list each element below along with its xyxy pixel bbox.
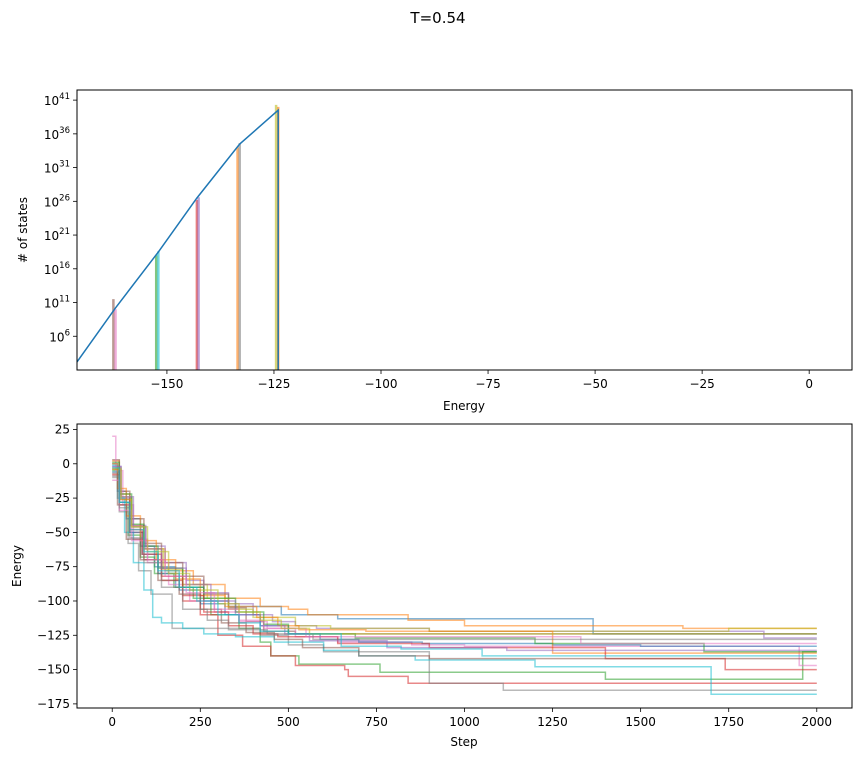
density-xtick-label: −75 (475, 377, 500, 391)
density-ytick-exponent: 21 (59, 227, 70, 237)
trajectory-ytick-label: −100 (37, 594, 70, 608)
density-plot-xlabel: Energy (443, 399, 485, 413)
density-ytick-base: 10 (44, 128, 59, 142)
density-curve (77, 108, 279, 370)
figure-suptitle: T=0.54 (409, 9, 465, 27)
density-plot-ylabel: # of states (16, 197, 30, 263)
trajectory-plot-ylabel: Energy (10, 545, 24, 587)
density-ytick-exponent: 16 (59, 261, 70, 271)
trajectory-xtick-label: 250 (189, 715, 212, 729)
trajectory-line-12 (112, 463, 817, 654)
density-ytick-base: 10 (44, 263, 59, 277)
density-ytick-label: 1041 (44, 92, 70, 108)
density-ytick-base: 10 (44, 297, 59, 311)
density-ytick-base: 10 (44, 195, 59, 209)
density-ytick-exponent: 11 (59, 295, 70, 305)
density-of-states-plot: −150 −125 −100 −75 −50 −25 0 10610111016102110… (16, 89, 853, 413)
density-xtick-label: −150 (150, 377, 183, 391)
density-xtick-label: −125 (257, 377, 290, 391)
trajectory-xtick-label: 0 (108, 715, 116, 729)
trajectory-ytick-label: −150 (37, 663, 70, 677)
trajectory-xtick-label: 750 (365, 715, 388, 729)
density-ytick-label: 1021 (44, 227, 70, 243)
trajectory-ytick-label: −175 (37, 697, 70, 711)
trajectory-xtick-label: 1250 (537, 715, 568, 729)
trajectory-ytick-label: −25 (45, 491, 70, 505)
density-ytick-label: 1016 (44, 261, 70, 277)
density-ytick-base: 10 (44, 94, 59, 108)
trajectory-plot-xlabel: Step (450, 735, 477, 749)
trajectory-line-10 (112, 464, 817, 696)
trajectory-ytick-label: −75 (45, 560, 70, 574)
trajectory-line-20 (112, 467, 817, 657)
density-ytick-label: 1031 (44, 160, 70, 176)
trajectory-xtick-label: 1750 (713, 715, 744, 729)
density-ytick-exponent: 36 (59, 126, 70, 136)
trajectory-xtick-label: 2000 (801, 715, 832, 729)
density-xtick-label: −50 (582, 377, 607, 391)
trajectory-xtick-label: 500 (277, 715, 300, 729)
density-ytick-base: 10 (49, 330, 64, 344)
density-ytick-exponent: 41 (59, 92, 70, 102)
trajectory-ytick-label: 25 (55, 422, 70, 436)
trajectory-line-8 (112, 476, 817, 691)
trajectory-line-16 (112, 472, 817, 660)
density-ytick-exponent: 6 (65, 328, 70, 338)
density-xtick-label: −100 (365, 377, 398, 391)
density-ytick-exponent: 26 (59, 193, 70, 203)
trajectory-ytick-label: 0 (62, 457, 70, 471)
trajectory-xtick-label: 1500 (625, 715, 656, 729)
density-ytick-label: 1011 (44, 295, 70, 311)
density-ytick-base: 10 (44, 162, 59, 176)
trajectory-ytick-label: −50 (45, 525, 70, 539)
energy-trajectory-plot: 0 250 500 750 1000 1250 1500 1750 2000 250−25−50… (10, 422, 853, 749)
trajectory-xtick-label: 1000 (449, 715, 480, 729)
density-ytick-label: 1036 (44, 126, 70, 142)
density-xtick-label: 0 (805, 377, 813, 391)
trajectory-plot-frame (76, 423, 853, 709)
density-ytick-exponent: 31 (59, 160, 70, 170)
density-plot-frame (76, 89, 853, 371)
density-ytick-base: 10 (44, 229, 59, 243)
density-xtick-label: −25 (689, 377, 714, 391)
trajectory-ytick-label: −125 (37, 628, 70, 642)
density-ytick-label: 1026 (44, 193, 70, 209)
trajectory-line-19 (112, 468, 817, 635)
density-ytick-label: 106 (49, 328, 70, 344)
